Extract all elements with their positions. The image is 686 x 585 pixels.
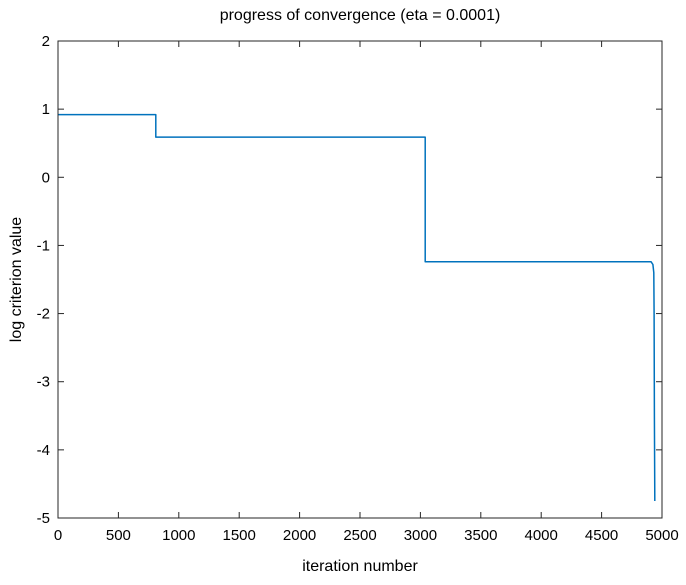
chart-title: progress of convergence (eta = 0.0001)	[220, 7, 501, 24]
x-tick-label: 1000	[162, 527, 195, 544]
x-tick-label: 3000	[404, 527, 437, 544]
x-axis-ticks: 0 500 1000 1500 2000 2500 3000 3500 4000 4500 5000	[54, 41, 679, 544]
x-tick-label: 4500	[585, 527, 618, 544]
x-tick-label: 0	[54, 527, 62, 544]
series-layer	[58, 113, 656, 502]
y-tick-label: 2	[42, 33, 50, 50]
y-axis-label: log criterion value	[8, 217, 25, 343]
x-tick-label: 4000	[525, 527, 558, 544]
x-tick-label: 2500	[343, 527, 376, 544]
series-line	[58, 113, 656, 502]
y-tick-label: 1	[42, 101, 50, 118]
x-tick-label: 3500	[464, 527, 497, 544]
x-tick-label: 1500	[223, 527, 256, 544]
y-tick-label: -1	[37, 237, 50, 254]
plot-frame	[57, 40, 663, 519]
x-tick-label: 2000	[283, 527, 316, 544]
y-tick-label: -2	[37, 306, 50, 323]
y-axis-ticks: -5 -4 -3 -2 -1 0 1 2	[37, 33, 662, 527]
y-tick-label: -3	[37, 374, 50, 391]
y-tick-label: -5	[37, 510, 50, 527]
plot-area	[58, 41, 662, 518]
x-tick-label: 500	[106, 527, 131, 544]
y-tick-label: -4	[37, 442, 50, 459]
x-axis-label: iteration number	[302, 558, 418, 575]
x-tick-label: 5000	[645, 527, 678, 544]
y-tick-label: 0	[42, 169, 50, 186]
